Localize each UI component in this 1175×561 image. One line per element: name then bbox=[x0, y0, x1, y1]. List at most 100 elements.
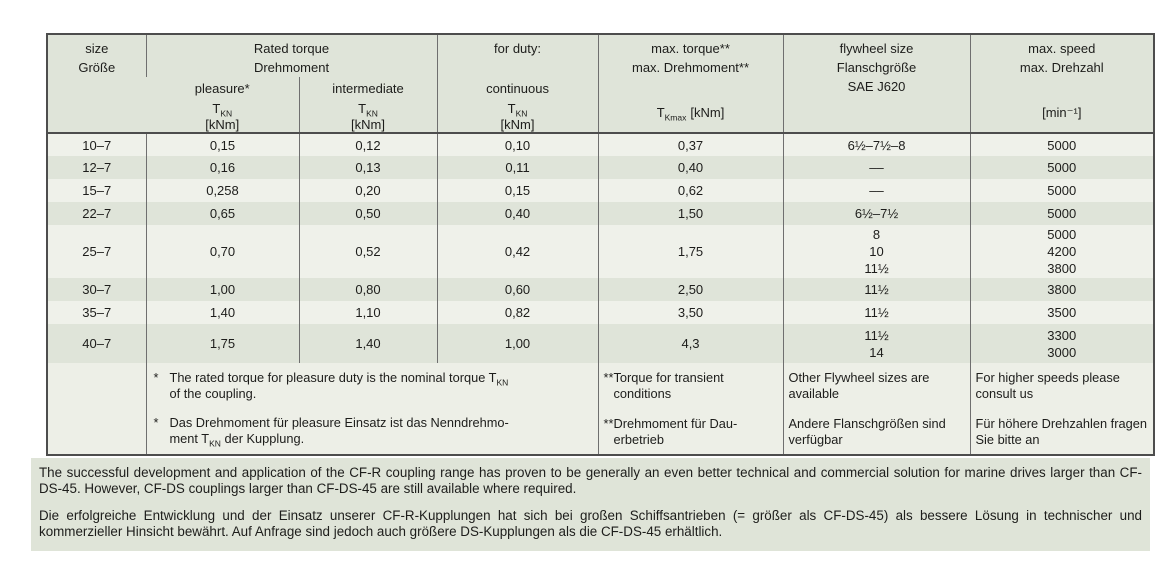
cell-footnote-empty bbox=[47, 363, 146, 455]
header-rated-torque: Rated torque Drehmoment bbox=[145, 34, 438, 77]
cell-flywheel: –– bbox=[782, 156, 971, 179]
cell-intermediate: 1,40 bbox=[298, 324, 438, 363]
cell-speed: 5000 bbox=[969, 156, 1155, 179]
cell-continuous: 0,11 bbox=[436, 156, 599, 179]
cell-size: 10–7 bbox=[47, 133, 146, 156]
header-max-torque-de: max. Drehmoment** bbox=[631, 60, 750, 75]
cell-flywheel: 6½–7½–8 bbox=[782, 133, 971, 156]
header-row-2: pleasure* TKN [kNm] intermediate TKN [kN… bbox=[47, 77, 1154, 134]
footnote-rated-en: * The rated torque for pleasure duty is … bbox=[153, 370, 509, 401]
footnotes-row: * The rated torque for pleasure duty is … bbox=[47, 363, 1155, 455]
header-for-duty-label: for duty: bbox=[494, 41, 541, 56]
header-continuous: continuous TKN [kNm] bbox=[436, 77, 599, 134]
header-intermediate: intermediate TKN [kNm] bbox=[298, 77, 438, 134]
cell-flywheel: 6½–7½ bbox=[782, 202, 971, 225]
cell-size: 25–7 bbox=[47, 225, 146, 278]
cell-intermediate: 0,13 bbox=[298, 156, 438, 179]
footnote-speed-en: For higher speeds please consult us bbox=[975, 370, 1120, 401]
header-max-speed-en: max. speed bbox=[1028, 41, 1096, 56]
table-body: 10–7 0,15 0,12 0,10 0,37 6½–7½–8 5000 12… bbox=[47, 133, 1155, 455]
cell-max-torque: 1,50 bbox=[597, 202, 784, 225]
footnote-flywheel-de: Andere Flanschgrößen sind verfügbar bbox=[788, 416, 946, 447]
cell-footnote-torque: ** Torque for transient conditions ** Dr… bbox=[597, 363, 784, 455]
header-max-torque-symbol: TKmax [kNm] bbox=[656, 105, 725, 123]
cell-flywheel: –– bbox=[782, 179, 971, 202]
cell-footnote-speed: For higher speeds please consult us Für … bbox=[969, 363, 1155, 455]
cell-speed: 5000 4200 3800 bbox=[969, 225, 1155, 278]
header-pleasure: pleasure* TKN [kNm] bbox=[146, 77, 299, 134]
note-paragraph-de: Die erfolgreiche Entwicklung und der Ein… bbox=[39, 508, 1142, 539]
header-size: size Größe bbox=[47, 34, 146, 134]
cell-pleasure: 1,40 bbox=[145, 301, 299, 324]
cell-continuous: 0,40 bbox=[436, 202, 599, 225]
footnote-marker: ** bbox=[603, 370, 614, 385]
cell-size: 22–7 bbox=[47, 202, 146, 225]
footnote-marker: * bbox=[153, 415, 159, 430]
cell-pleasure: 0,16 bbox=[145, 156, 299, 179]
header-pleasure-symbol: TKN bbox=[212, 101, 233, 119]
table-row: 15–7 0,258 0,20 0,15 0,62 –– 5000 bbox=[47, 179, 1155, 202]
cell-pleasure: 1,75 bbox=[145, 324, 299, 363]
cell-flywheel: 11½ 14 bbox=[782, 324, 971, 363]
table-row: 40–7 1,75 1,40 1,00 4,3 11½ 14 3300 3000 bbox=[47, 324, 1155, 363]
cell-continuous: 0,60 bbox=[436, 278, 599, 301]
cell-intermediate: 0,12 bbox=[298, 133, 438, 156]
header-flywheel-de: Flanschgröße bbox=[836, 60, 917, 75]
cell-size: 12–7 bbox=[47, 156, 146, 179]
footnote-torque-en: ** Torque for transient conditions bbox=[603, 370, 724, 401]
table-row: 30–7 1,00 0,80 0,60 2,50 11½ 3800 bbox=[47, 278, 1155, 301]
header-flywheel: flywheel size Flanschgröße SAE J620 bbox=[782, 34, 971, 134]
cell-max-torque: 0,62 bbox=[597, 179, 784, 202]
cell-max-torque: 3,50 bbox=[597, 301, 784, 324]
cell-size: 40–7 bbox=[47, 324, 146, 363]
table-row: 22–7 0,65 0,50 0,40 1,50 6½–7½ 5000 bbox=[47, 202, 1155, 225]
footnote-marker: * bbox=[153, 370, 159, 385]
cell-continuous: 0,10 bbox=[436, 133, 599, 156]
cell-intermediate: 0,52 bbox=[298, 225, 438, 278]
cell-pleasure: 0,258 bbox=[145, 179, 299, 202]
cell-intermediate: 0,20 bbox=[298, 179, 438, 202]
footnote-flywheel-en: Other Flywheel sizes are available bbox=[788, 370, 930, 401]
cell-intermediate: 1,10 bbox=[298, 301, 438, 324]
table-row: 25–7 0,70 0,52 0,42 1,75 8 10 11½ 5000 4… bbox=[47, 225, 1155, 278]
cell-flywheel: 11½ bbox=[782, 278, 971, 301]
footnote-rated-de: * Das Drehmoment für pleasure Einsatz is… bbox=[153, 415, 509, 449]
cell-max-torque: 2,50 bbox=[597, 278, 784, 301]
header-intermediate-symbol: TKN bbox=[358, 101, 378, 119]
cell-continuous: 0,15 bbox=[436, 179, 599, 202]
header-max-speed-unit: [min⁻¹] bbox=[1042, 105, 1082, 120]
header-continuous-symbol: TKN bbox=[507, 101, 528, 119]
footnote-torque-de: ** Drehmoment für Dau- erbetrieb bbox=[603, 416, 738, 447]
cell-size: 30–7 bbox=[47, 278, 146, 301]
cell-footnote-rated: * The rated torque for pleasure duty is … bbox=[145, 363, 599, 455]
footnote-marker: ** bbox=[603, 416, 614, 431]
cell-speed: 5000 bbox=[969, 179, 1155, 202]
header-row-1: size Größe Rated torque Drehmoment for d… bbox=[47, 34, 1155, 134]
cell-max-torque: 4,3 bbox=[597, 324, 784, 363]
cell-footnote-flywheel: Other Flywheel sizes are available Ander… bbox=[782, 363, 971, 455]
cell-max-torque: 1,75 bbox=[597, 225, 784, 278]
header-max-speed: max. speed max. Drehzahl [min⁻¹] bbox=[969, 34, 1155, 134]
cell-speed: 3300 3000 bbox=[969, 324, 1155, 363]
cell-continuous: 1,00 bbox=[436, 324, 599, 363]
cell-speed: 5000 bbox=[969, 133, 1155, 156]
table-row: 35–7 1,40 1,10 0,82 3,50 11½ 3500 bbox=[47, 301, 1155, 324]
header-max-speed-de: max. Drehzahl bbox=[1019, 60, 1104, 75]
header-max-torque: max. torque** max. Drehmoment** TKmax [kN… bbox=[597, 34, 784, 134]
header-size-de: Größe bbox=[78, 60, 116, 75]
cell-flywheel: 11½ bbox=[782, 301, 971, 324]
cell-flywheel: 8 10 11½ bbox=[782, 225, 971, 278]
cell-pleasure: 1,00 bbox=[145, 278, 299, 301]
note-paragraph-en: The successful development and applicati… bbox=[39, 465, 1142, 496]
footnote-speed-de: Für höhere Drehzahlen fragen Sie bitte a… bbox=[975, 416, 1147, 447]
cell-intermediate: 0,80 bbox=[298, 278, 438, 301]
table-header: size Größe Rated torque Drehmoment for d… bbox=[47, 34, 1155, 134]
cell-pleasure: 0,15 bbox=[145, 133, 299, 156]
header-size-en: size bbox=[85, 41, 109, 56]
header-flywheel-en: flywheel size bbox=[839, 41, 914, 56]
coupling-data-table: size Größe Rated torque Drehmoment for d… bbox=[46, 33, 1156, 456]
cell-size: 15–7 bbox=[47, 179, 146, 202]
header-flywheel-sae: SAE J620 bbox=[847, 79, 906, 94]
cell-max-torque: 0,37 bbox=[597, 133, 784, 156]
cell-speed: 3800 bbox=[969, 278, 1155, 301]
